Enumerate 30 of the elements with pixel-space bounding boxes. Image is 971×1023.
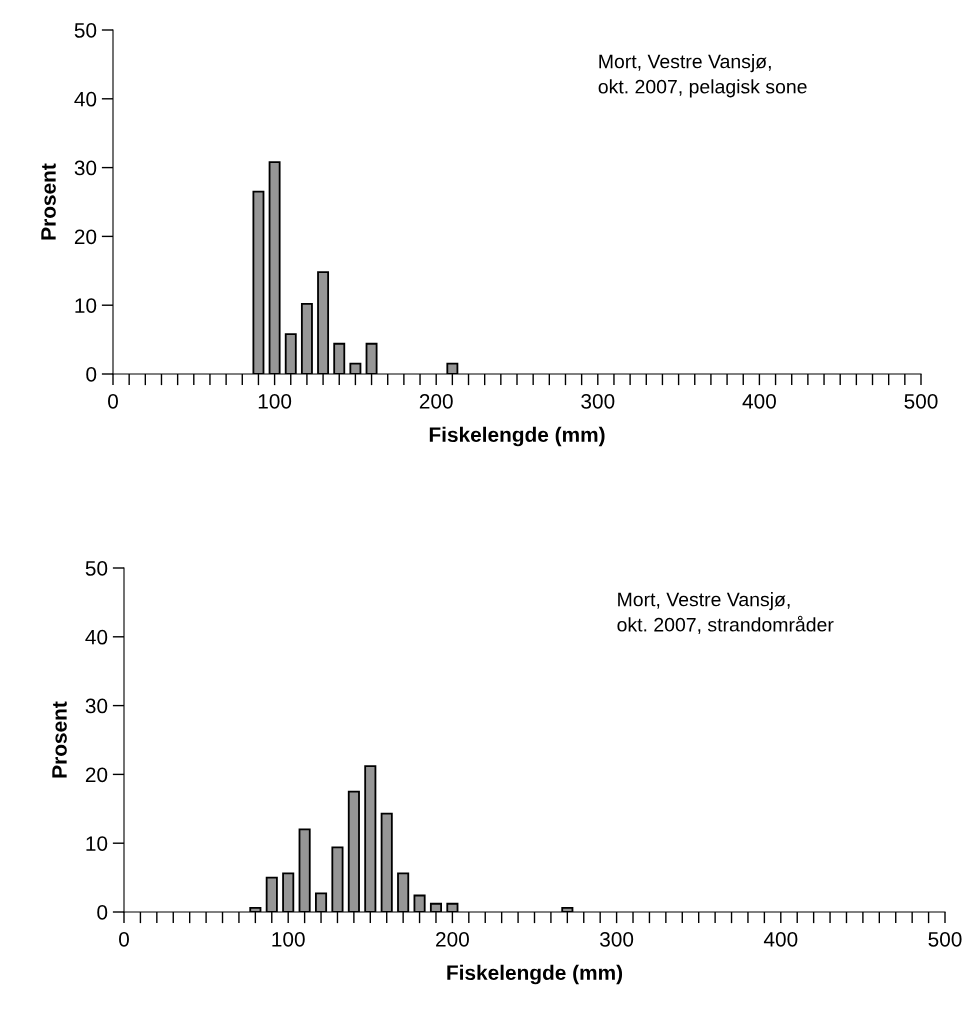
x-axis-title: Fiskelengde (mm) [447,964,623,985]
y-tick-label: 40 [74,91,97,107]
y-tick-label: 20 [85,767,108,783]
y-tick-label: 50 [85,561,108,576]
x-tick-label: 500 [928,931,962,947]
x-tick-label: 100 [272,931,305,947]
y-tick-label: 10 [86,836,108,851]
y-tick-label: 0 [86,367,97,382]
y-tick-label: 30 [74,160,97,176]
x-tick-label: 400 [763,931,798,947]
y-tick-label: 0 [97,905,108,920]
x-tick-label: 400 [742,393,776,409]
x-tick-label: 0 [119,931,129,947]
x-tick-label: 300 [600,931,634,947]
annotation: Mort, Vestre Vansjø, okt. 2007, pelagisk sone [598,54,807,98]
y-tick-label: 50 [74,23,97,38]
y-axis-title: Prosent [41,163,56,240]
y-axis-title: Prosent [52,701,67,778]
x-axis-title: Fiskelengde (mm) [429,426,605,447]
annotation: Mort, Vestre Vansjø, okt. 2007, strandområder [617,592,834,634]
y-tick-label: 10 [75,298,97,313]
x-tick-label: 200 [419,393,453,409]
y-tick-label: 30 [85,698,108,714]
x-tick-label: 500 [904,393,938,409]
x-tick-label: 100 [258,393,292,409]
x-tick-label: 0 [108,393,118,409]
x-tick-label: 200 [436,931,469,947]
y-tick-label: 20 [74,229,97,245]
x-tick-label: 300 [581,393,615,409]
y-tick-label: 40 [85,629,108,645]
